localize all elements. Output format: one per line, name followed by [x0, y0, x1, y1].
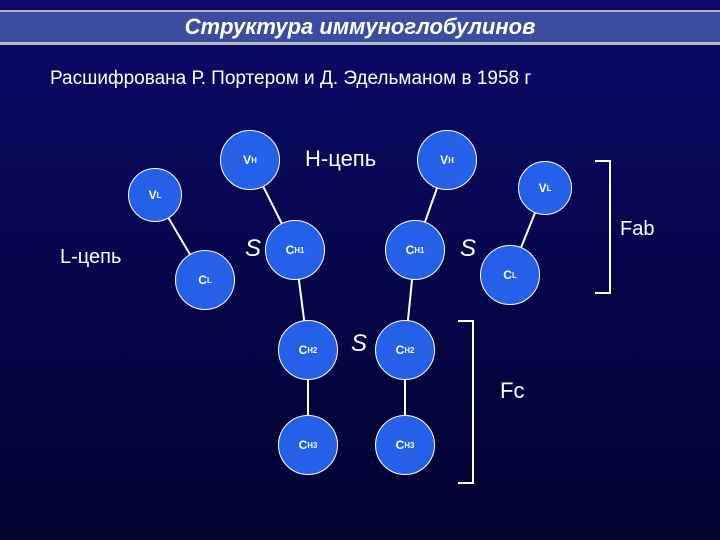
domain-ch3_r: CH3	[375, 415, 435, 475]
domain-ch2_l: CH2	[278, 320, 338, 380]
title-text: Структура иммуноглобулинов	[185, 14, 536, 40]
label-fab: Fab	[620, 218, 654, 241]
domain-cl_l: CL	[175, 250, 235, 310]
domain-ch2_r: CH2	[375, 320, 435, 380]
domain-vh_r: VH	[417, 130, 477, 190]
domain-vl_l: VL	[128, 168, 182, 222]
domain-ch3_l: CH3	[278, 415, 338, 475]
label-s_left: S	[245, 235, 261, 263]
bracket-fc	[458, 320, 474, 484]
domain-vl_r: VL	[518, 161, 572, 215]
title-bar: Структура иммуноглобулинов	[0, 10, 720, 45]
domain-ch1_l: CH1	[265, 220, 325, 280]
domain-vh_l: VH	[220, 130, 280, 190]
label-fc: Fc	[500, 378, 524, 404]
label-h_chain: Н-цепь	[305, 146, 376, 172]
bracket-fab	[595, 160, 611, 294]
subtitle-text: Расшифрована Р. Портером и Д. Эдельманом…	[50, 68, 531, 90]
domain-ch1_r: CH1	[385, 220, 445, 280]
label-s_mid: S	[351, 330, 367, 358]
label-s_right: S	[460, 235, 476, 263]
label-l_chain: L-цепь	[60, 246, 121, 269]
domain-cl_r: CL	[480, 245, 540, 305]
